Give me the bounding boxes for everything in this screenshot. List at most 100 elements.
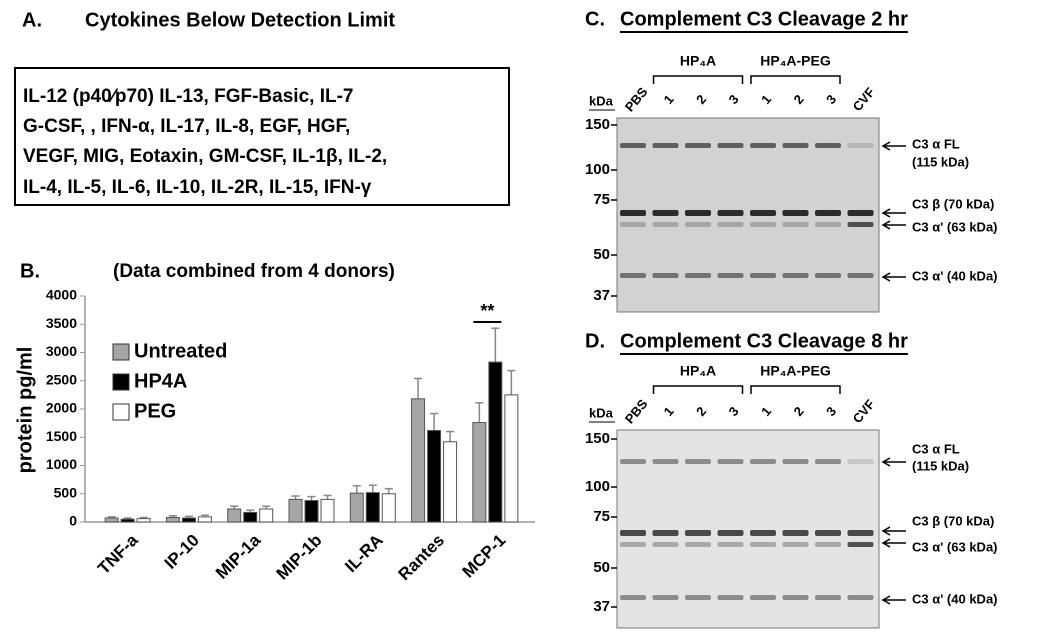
marker-label: 37 <box>593 287 610 304</box>
marker-label: 100 <box>585 161 610 178</box>
bar <box>443 441 458 523</box>
text-box <box>14 67 510 206</box>
legend-label: HP4A <box>134 370 187 392</box>
gel-band <box>717 542 744 547</box>
bar <box>365 492 380 523</box>
legend-swatch <box>112 373 130 391</box>
gel-band <box>750 542 776 547</box>
bar <box>381 493 396 523</box>
gel-band <box>652 542 679 547</box>
cytokine-line: IL-12 (p40⁄p70) IL-13, FGF-Basic, IL-7 <box>23 86 353 107</box>
gel-band <box>620 459 646 464</box>
gel-band <box>652 273 679 278</box>
bar <box>120 518 135 523</box>
gel-image <box>616 429 880 629</box>
band-label: (115 kDa) <box>912 458 969 473</box>
gel-band <box>847 530 874 536</box>
gel-band <box>815 595 841 600</box>
band-label: C3 α' (40 kDa) <box>912 591 998 606</box>
gel-band <box>815 530 841 536</box>
x-tick-label: MIP-1a <box>212 530 265 583</box>
band-arrow <box>881 208 906 218</box>
legend-label: PEG <box>134 400 176 422</box>
gel-band <box>782 542 809 547</box>
bar <box>227 508 242 523</box>
band-label: C3 α FL <box>912 136 960 151</box>
bar <box>349 492 364 523</box>
x-tick-label: Rantes <box>395 531 449 585</box>
band-arrow <box>881 538 906 548</box>
band-label: (115 kDa) <box>912 154 969 169</box>
marker-label: 150 <box>585 430 610 447</box>
gel-band <box>620 222 646 227</box>
y-tick-label: 0 <box>69 513 77 529</box>
panel-label: A. <box>22 9 42 31</box>
gel-band <box>750 459 776 464</box>
bar <box>427 429 442 523</box>
marker-label: 150 <box>585 116 610 133</box>
gel-title: Complement C3 Cleavage 8 hr <box>620 330 908 352</box>
unit-label: kDa <box>589 93 614 108</box>
x-tick-label: TNF-a <box>94 530 142 578</box>
unit-label: kDa <box>589 405 614 420</box>
gel-band <box>685 530 711 536</box>
y-tick-label: 4000 <box>46 287 77 303</box>
bar <box>243 511 258 523</box>
group-label: HP₄A <box>680 363 716 379</box>
x-tick-label: MIP-1b <box>273 531 326 584</box>
bar <box>259 508 274 523</box>
marker-label: 75 <box>593 191 610 208</box>
lane-label: CVF <box>850 84 878 114</box>
gel-band <box>717 143 744 148</box>
bar <box>104 517 119 523</box>
gel-band <box>685 459 711 464</box>
group-bracket <box>652 385 744 394</box>
gel-band <box>815 542 841 547</box>
gel-band <box>750 222 776 227</box>
y-axis-label: protein pg/ml <box>14 347 36 474</box>
panel-label: B. <box>20 260 40 282</box>
lane-label: 2 <box>693 92 709 107</box>
bar <box>165 516 180 523</box>
group-bracket <box>652 75 744 84</box>
band-arrow <box>881 526 906 536</box>
gel-band <box>782 273 809 278</box>
gel-band <box>652 595 679 600</box>
gel-band <box>847 459 874 464</box>
gel-band <box>782 222 809 227</box>
lane-label: 2 <box>693 404 709 419</box>
gel-band <box>847 210 874 216</box>
cytokine-line: VEGF, MIG, Eotaxin, GM-CSF, IL-1β, IL-2, <box>23 146 387 167</box>
lane-label: 2 <box>791 404 807 419</box>
panel-label: C. <box>585 8 605 30</box>
gel-band <box>782 530 809 536</box>
legend-label: Untreated <box>134 340 227 362</box>
y-tick-label: 3000 <box>46 343 77 359</box>
bar <box>197 516 212 523</box>
lane-label: 1 <box>758 92 774 107</box>
gel-band <box>652 530 679 536</box>
band-label: C3 β (70 kDa) <box>912 196 994 211</box>
band-label: C3 α' (63 kDa) <box>912 539 998 554</box>
gel-band <box>717 459 744 464</box>
bar <box>136 518 151 523</box>
gel-band <box>717 273 744 278</box>
gel-band <box>717 595 744 600</box>
gel-band <box>620 595 646 600</box>
band-arrow <box>881 220 906 230</box>
bar <box>504 394 519 523</box>
gel-band <box>815 273 841 278</box>
y-tick-label: 500 <box>54 484 78 500</box>
gel-band <box>782 210 809 216</box>
band-arrow <box>881 141 906 151</box>
gel-band <box>847 143 874 148</box>
gel-band <box>652 143 679 148</box>
marker-label: 50 <box>593 246 610 263</box>
band-arrow <box>881 595 906 605</box>
group-label: HP₄A <box>680 53 716 69</box>
gel-band <box>685 222 711 227</box>
group-bracket <box>750 75 841 84</box>
marker-label: 100 <box>585 478 610 495</box>
gel-band <box>847 542 874 547</box>
lane-label: PBS <box>622 84 651 114</box>
